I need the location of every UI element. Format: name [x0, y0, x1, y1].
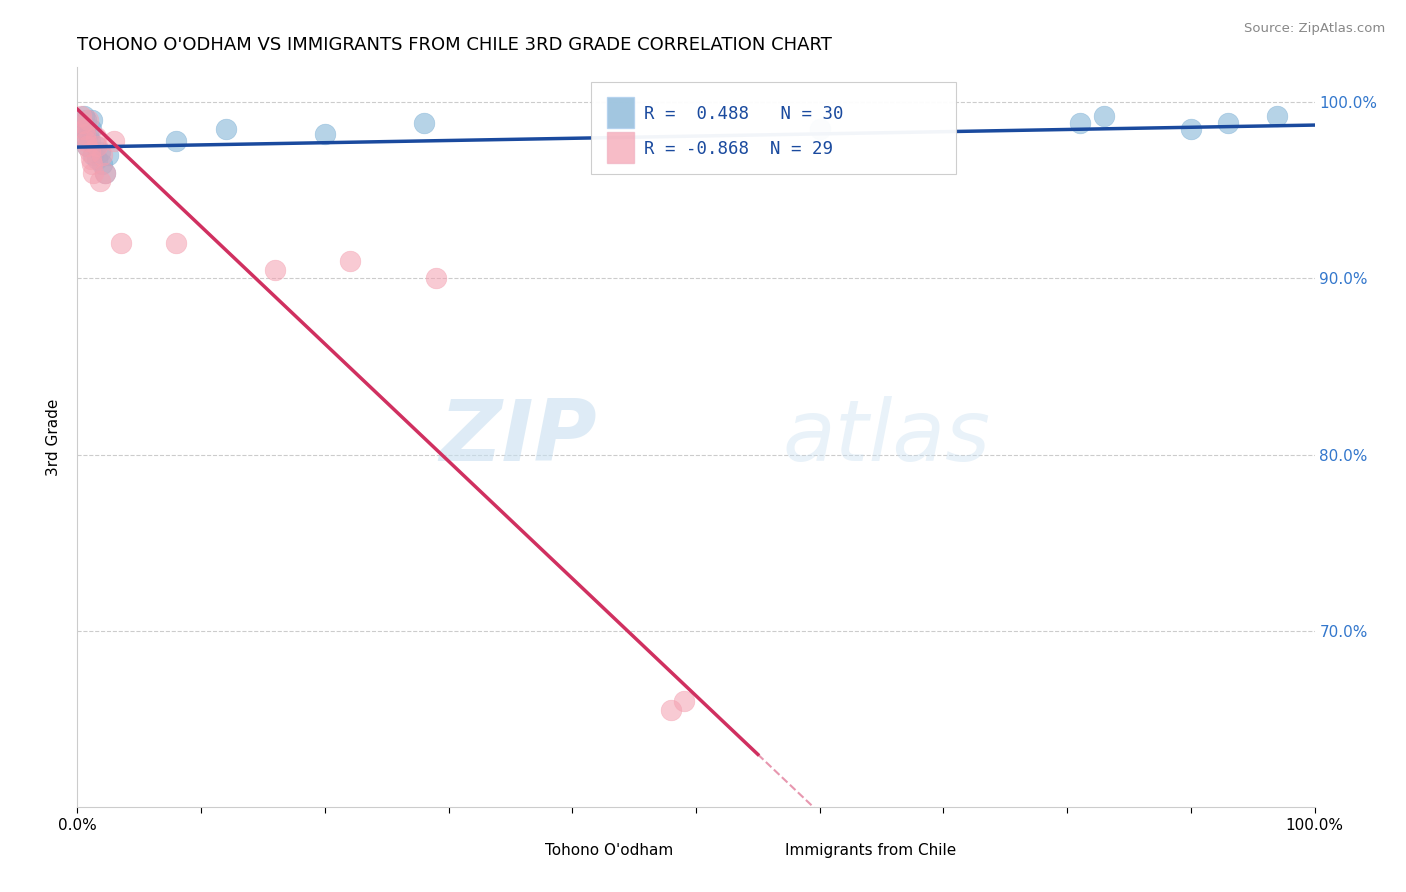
Point [84, 130, 107, 145]
Point [91, 157, 114, 171]
Point [89, 145, 111, 159]
Point [314, 127, 336, 141]
Point [80, 152, 103, 166]
Point [659, 703, 682, 717]
Point [1092, 109, 1115, 123]
FancyBboxPatch shape [591, 82, 956, 174]
Point [73, 127, 96, 141]
Text: atlas: atlas [783, 395, 991, 479]
Point [75, 134, 97, 148]
Point [77, 112, 100, 127]
Text: Source: ZipAtlas.com: Source: ZipAtlas.com [1244, 22, 1385, 36]
Point [93, 166, 115, 180]
Point [672, 694, 695, 708]
Point [77, 127, 100, 141]
Point [70, 109, 93, 123]
Point [1069, 116, 1091, 130]
Point [72, 121, 94, 136]
Text: R =  0.488   N = 30: R = 0.488 N = 30 [644, 104, 844, 122]
Bar [607, 132, 634, 163]
Point [165, 236, 187, 251]
Point [165, 134, 187, 148]
Point [339, 253, 361, 268]
Point [72, 116, 94, 130]
Bar [492, 845, 536, 869]
Point [76, 139, 98, 153]
Text: TOHONO O'ODHAM VS IMMIGRANTS FROM CHILE 3RD GRADE CORRELATION CHART: TOHONO O'ODHAM VS IMMIGRANTS FROM CHILE … [77, 37, 832, 54]
Point [425, 271, 447, 285]
Point [82, 166, 104, 180]
Bar [733, 845, 776, 869]
Point [215, 121, 238, 136]
Point [82, 157, 104, 171]
Point [808, 121, 831, 136]
Point [89, 174, 111, 188]
Point [93, 166, 115, 180]
Point [79, 145, 101, 159]
Text: ZIP: ZIP [439, 395, 598, 479]
Point [86, 152, 108, 166]
Point [1180, 121, 1202, 136]
Point [73, 121, 96, 136]
Point [76, 139, 98, 153]
Point [82, 148, 104, 162]
Point [1267, 109, 1289, 123]
Point [75, 112, 97, 127]
Text: Tohono O'odham: Tohono O'odham [546, 844, 673, 858]
Point [110, 236, 132, 251]
Point [72, 116, 94, 130]
Point [103, 134, 125, 148]
Bar [607, 97, 634, 128]
Point [82, 112, 104, 127]
Point [1216, 116, 1239, 130]
Point [86, 139, 108, 153]
Point [412, 116, 434, 130]
Text: R = -0.868  N = 29: R = -0.868 N = 29 [644, 140, 832, 158]
Point [80, 121, 103, 136]
Point [84, 139, 107, 153]
Point [97, 148, 120, 162]
Point [70, 130, 93, 145]
Text: Immigrants from Chile: Immigrants from Chile [785, 844, 956, 858]
Point [72, 109, 94, 123]
Point [79, 134, 101, 148]
Point [264, 262, 287, 277]
Point [91, 148, 114, 162]
Y-axis label: 3rd Grade: 3rd Grade [46, 399, 62, 475]
